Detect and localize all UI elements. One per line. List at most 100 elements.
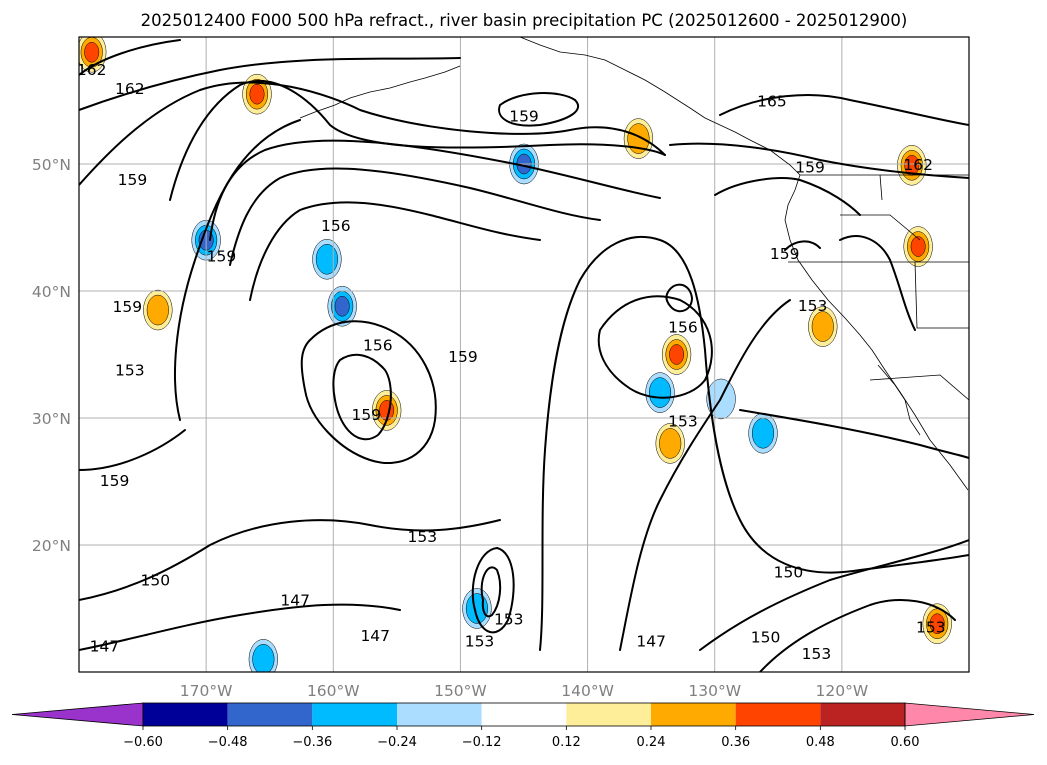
x-tick-label: 140°W	[561, 682, 614, 700]
x-tick-label: 160°W	[307, 682, 360, 700]
contour-label-1: 162	[115, 80, 145, 98]
precip-blob-17-ring-1	[811, 311, 834, 342]
contour-153-south	[759, 599, 956, 672]
contour-label-24: 147	[360, 627, 390, 645]
contour-label-14: 153	[115, 362, 145, 380]
colorbar-band-0	[143, 703, 228, 726]
contour-label-8: 159	[207, 247, 237, 265]
contour-label-29: 153	[916, 618, 946, 636]
contour-150-south	[699, 539, 969, 651]
colorbar-tick-label: −0.48	[208, 735, 248, 750]
contour-label-7: 156	[321, 217, 351, 235]
contour-label-19: 153	[407, 528, 437, 546]
colorbar-tick-label: 0.12	[552, 735, 581, 750]
contour-label-4: 159	[509, 108, 539, 126]
y-tick-label: 40°N	[32, 283, 71, 301]
y-axis-ticks: 20°N 30°N 40°N 50°N	[32, 156, 71, 555]
colorbar-tick-label: −0.24	[377, 735, 417, 750]
precip-blob-3-ring-2	[334, 295, 350, 317]
x-tick-label: 170°W	[180, 682, 233, 700]
contour-label-10: 159	[113, 298, 143, 316]
contour-label-6: 159	[118, 171, 148, 189]
contour-west-159	[79, 429, 186, 471]
x-tick-label: 120°W	[816, 682, 869, 700]
colorbar-band-4	[481, 703, 567, 726]
colorbar-tick-label: 0.36	[721, 735, 750, 750]
contour-trough-1	[169, 79, 666, 201]
contour-label-2: 165	[757, 93, 787, 111]
contour-label-15: 159	[448, 348, 478, 366]
colorbar-frame	[142, 702, 906, 727]
contour-159-outer	[79, 81, 666, 186]
map-frame	[78, 36, 970, 673]
contour-ridge-east	[539, 235, 969, 651]
contour-small-2	[480, 566, 502, 618]
colorbar-band-3	[397, 703, 482, 726]
contour-165	[719, 94, 969, 126]
contour-label-23: 153	[494, 611, 524, 629]
border-lines	[788, 174, 969, 401]
contour-east-159	[714, 177, 861, 251]
contour-label-5: 159	[795, 159, 825, 177]
contour-156-east	[597, 295, 713, 399]
chart-title: 2025012400 F000 500 hPa refract., river …	[141, 11, 908, 30]
contour-label-30: 147	[90, 637, 120, 655]
colorbar-extend-min	[11, 702, 144, 727]
colorbar-tick-label: 0.48	[806, 735, 835, 750]
colorbar-band-2	[312, 703, 397, 726]
contour-label-22: 147	[280, 592, 310, 610]
contour-label-25: 153	[465, 632, 495, 650]
refractivity-contours	[79, 39, 969, 672]
precip-blob-4-ring-1	[648, 377, 672, 408]
colorbar-band-7	[735, 703, 821, 726]
contour-153-ridge	[174, 119, 301, 421]
contour-label-16: 159	[352, 406, 382, 424]
contour-159-inner	[249, 201, 541, 301]
y-tick-label: 20°N	[32, 537, 71, 555]
colorbar-tick-label: −0.36	[292, 735, 332, 750]
x-tick-label: 150°W	[434, 682, 487, 700]
colorbar-extend-max	[904, 702, 1035, 727]
contour-label-18: 159	[100, 472, 130, 490]
y-tick-label: 50°N	[32, 156, 71, 174]
contour-label-0: 162	[77, 61, 107, 79]
contour-trough-2	[229, 167, 601, 266]
coastlines	[299, 37, 969, 491]
precip-blob-12-ring-1	[659, 428, 682, 459]
contour-label-13: 153	[798, 297, 828, 315]
contour-mid-north	[498, 92, 579, 127]
precip-blob-9-ring-2	[84, 41, 100, 63]
precip-blob-15-ring-1	[146, 294, 169, 326]
contour-east-153	[839, 235, 916, 331]
aleutian-islands	[299, 65, 461, 119]
contour-label-20: 150	[140, 571, 170, 589]
contour-label-26: 147	[636, 632, 666, 650]
contour-label-11: 156	[363, 336, 393, 354]
contour-label-3: 162	[903, 156, 933, 174]
contour-label-21: 150	[774, 564, 804, 582]
x-tick-label: 130°W	[688, 682, 741, 700]
y-tick-label: 30°N	[32, 410, 71, 428]
precip-blob-2-ring-1	[315, 244, 338, 275]
colorbar-band-6	[651, 703, 736, 726]
precip-blob-14-ring-2	[910, 236, 926, 257]
contour-river	[739, 409, 969, 459]
contour-small-3	[471, 547, 515, 634]
colorbar-band-5	[566, 703, 651, 726]
contour-label-27: 150	[751, 628, 781, 646]
contour-153-east	[619, 299, 791, 651]
contour-labels: 162 162 165 162 159 159 159 156 159 159 159 156 156 1…	[77, 61, 946, 663]
colorbar: −0.60 −0.48 −0.36 −0.24 −0.12 0.12 0.24 0.36 0.4…	[11, 702, 1035, 750]
precip-blob-19-ring-1	[627, 123, 650, 154]
colorbar-tick-label: 0.24	[637, 735, 666, 750]
alaska-coastline	[519, 37, 801, 176]
contour-label-28: 153	[802, 645, 832, 663]
precip-blob-8-ring-1	[252, 644, 275, 672]
precip-blob-16-ring-2	[249, 83, 265, 105]
map-background	[79, 37, 969, 672]
north-america-west-coast	[784, 174, 969, 491]
x-axis-ticks: 170°W 160°W 150°W 140°W 130°W 120°W	[180, 682, 868, 700]
contour-150	[79, 519, 501, 601]
precip-blob-6-ring-1	[751, 417, 775, 449]
